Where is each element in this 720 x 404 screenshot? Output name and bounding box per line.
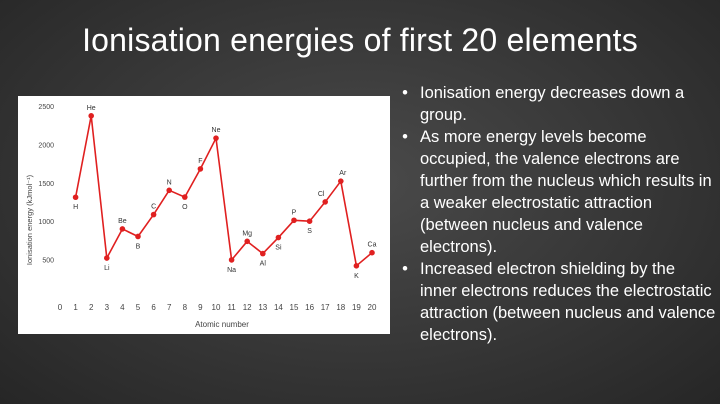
x-tick-label: 17 (321, 303, 330, 312)
data-point (213, 135, 219, 141)
y-tick-label: 2500 (38, 104, 54, 111)
point-label: Mg (242, 230, 252, 237)
y-tick-label: 1000 (38, 219, 54, 226)
data-point (228, 257, 235, 263)
point-label: H (73, 204, 78, 211)
y-tick-label: 1500 (38, 181, 54, 188)
data-point (135, 233, 141, 240)
x-axis-title: Atomic number (195, 320, 249, 329)
data-point (88, 113, 94, 119)
x-tick-label: 20 (368, 303, 377, 312)
series-line (74, 115, 373, 267)
data-point (104, 255, 110, 261)
data-point (119, 226, 126, 232)
point-label: Ar (339, 170, 347, 177)
point-label: Si (275, 245, 282, 252)
y-axis-title: Ionisation energy (kJmol⁻¹) (25, 174, 34, 265)
point-label: Be (118, 218, 127, 225)
y-tick-label: 2000 (38, 142, 54, 149)
point-label: Li (104, 265, 110, 272)
data-point (369, 249, 375, 256)
point-label: K (354, 273, 359, 280)
bullet-glyph: • (402, 84, 408, 102)
point-label: O (182, 204, 188, 211)
data-point (244, 238, 250, 245)
data-point (306, 218, 313, 224)
ionisation-energy-chart: 500 1000 1500 2000 2500 0 1 2 3 4 5 6 7 8 9 10 11 12 13 14 1… (18, 96, 390, 334)
data-point (338, 178, 344, 184)
x-tick-label: 14 (274, 303, 283, 312)
data-point (182, 194, 188, 200)
x-tick-label: 4 (120, 303, 125, 312)
point-label: Ca (368, 242, 377, 249)
bullet-glyph: • (402, 260, 408, 278)
data-point (197, 166, 204, 172)
point-label: N (167, 179, 172, 186)
x-tick-label: 2 (89, 303, 94, 312)
x-tick-label: 18 (336, 303, 345, 312)
x-tick-label: 10 (212, 303, 221, 312)
x-tick-label: 15 (290, 303, 299, 312)
x-tick-label: 19 (352, 303, 361, 312)
x-tick-label: 8 (183, 303, 188, 312)
point-label: Na (227, 267, 236, 274)
bullet-text: Ionisation energy decreases down a group… (420, 84, 685, 124)
data-point (322, 199, 329, 205)
x-tick-label: 11 (227, 303, 236, 312)
bullet-item: • Increased electron shielding by the in… (398, 258, 716, 346)
y-tick-label: 500 (42, 258, 54, 265)
point-label: Ne (212, 127, 221, 134)
data-point (275, 234, 282, 241)
point-label: Cl (318, 191, 325, 198)
data-point (72, 194, 79, 201)
point-label: B (136, 243, 141, 250)
bullet-text: Increased electron shielding by the inne… (420, 260, 716, 344)
x-tick-label: 12 (243, 303, 252, 312)
data-point (353, 263, 360, 269)
data-point (166, 187, 172, 194)
x-tick-label: 16 (305, 303, 314, 312)
bullet-list: • Ionisation energy decreases down a gro… (398, 82, 716, 346)
x-tick-label: 13 (258, 303, 267, 312)
x-tick-label: 7 (167, 303, 172, 312)
point-label: S (307, 228, 312, 235)
x-tick-label: 5 (136, 303, 141, 312)
x-tick-label: 0 (58, 303, 63, 312)
bullet-item: • Ionisation energy decreases down a gro… (398, 82, 716, 126)
point-label: C (151, 204, 156, 211)
x-tick-label: 6 (151, 303, 156, 312)
point-label: He (87, 105, 96, 112)
bullet-glyph: • (402, 128, 408, 146)
point-label: F (198, 158, 202, 165)
bullet-item: • As more energy levels become occupied,… (398, 126, 716, 258)
x-tick-label: 9 (198, 303, 203, 312)
data-point (291, 217, 297, 224)
bullet-text: As more energy levels become occupied, t… (420, 128, 712, 256)
data-point (260, 250, 266, 257)
slide-title: Ionisation energies of first 20 elements (82, 22, 638, 58)
x-tick-label: 3 (105, 303, 110, 312)
x-tick-label: 1 (73, 303, 78, 312)
point-label: Al (260, 261, 267, 268)
point-label: P (292, 209, 297, 216)
data-point (150, 211, 157, 218)
